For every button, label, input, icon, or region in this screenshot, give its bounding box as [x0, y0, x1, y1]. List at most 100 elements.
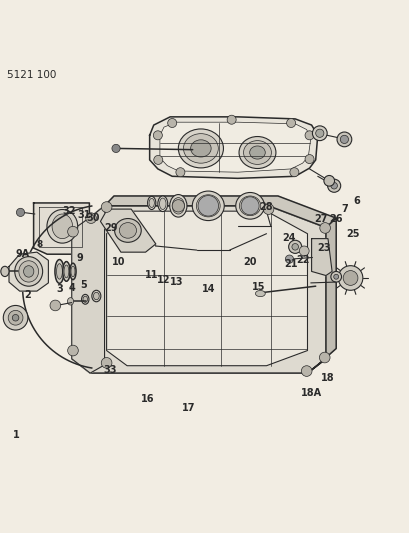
Ellipse shape	[52, 214, 72, 239]
Ellipse shape	[70, 263, 76, 280]
Circle shape	[263, 204, 273, 214]
Ellipse shape	[255, 290, 265, 297]
Ellipse shape	[239, 196, 260, 216]
Text: 1: 1	[13, 431, 20, 440]
Ellipse shape	[159, 198, 166, 209]
Text: 30: 30	[87, 213, 100, 223]
Circle shape	[304, 131, 313, 140]
Circle shape	[312, 126, 326, 141]
Text: 31: 31	[77, 210, 90, 220]
Ellipse shape	[249, 146, 265, 159]
Circle shape	[240, 197, 258, 215]
Circle shape	[333, 274, 338, 279]
Text: 4: 4	[68, 283, 75, 293]
Circle shape	[319, 352, 329, 363]
Circle shape	[289, 168, 298, 177]
Text: 21: 21	[284, 260, 297, 270]
Circle shape	[67, 227, 78, 237]
Circle shape	[285, 255, 293, 263]
Text: 16: 16	[141, 393, 154, 403]
Ellipse shape	[178, 129, 223, 168]
Ellipse shape	[196, 195, 220, 217]
Circle shape	[67, 345, 78, 356]
Ellipse shape	[192, 191, 224, 221]
Polygon shape	[104, 196, 335, 228]
Text: 22: 22	[296, 255, 309, 265]
Text: 27: 27	[313, 214, 326, 224]
Circle shape	[101, 201, 112, 212]
Circle shape	[291, 244, 298, 250]
Polygon shape	[9, 252, 48, 291]
Text: 13: 13	[169, 277, 182, 287]
Circle shape	[3, 305, 28, 330]
Circle shape	[330, 271, 341, 282]
Ellipse shape	[157, 196, 167, 212]
Polygon shape	[100, 209, 155, 252]
Ellipse shape	[47, 209, 78, 243]
Ellipse shape	[115, 219, 141, 243]
Ellipse shape	[67, 297, 74, 305]
Circle shape	[330, 182, 337, 189]
Circle shape	[327, 179, 340, 192]
Ellipse shape	[63, 262, 70, 281]
Text: 25: 25	[346, 229, 359, 239]
Circle shape	[301, 366, 311, 376]
Circle shape	[288, 240, 301, 253]
Text: 33: 33	[103, 365, 116, 375]
Ellipse shape	[56, 264, 62, 279]
Ellipse shape	[15, 257, 43, 286]
Polygon shape	[160, 122, 310, 172]
Ellipse shape	[92, 290, 101, 302]
Circle shape	[315, 129, 323, 138]
Circle shape	[337, 265, 362, 290]
Ellipse shape	[235, 192, 264, 219]
Circle shape	[153, 131, 162, 140]
Circle shape	[153, 156, 162, 164]
Text: 3: 3	[56, 284, 63, 294]
Ellipse shape	[147, 196, 155, 209]
Circle shape	[175, 168, 184, 177]
Circle shape	[172, 200, 184, 212]
Circle shape	[342, 271, 357, 285]
Polygon shape	[106, 211, 307, 366]
Ellipse shape	[83, 296, 88, 302]
Text: 17: 17	[182, 403, 195, 413]
Ellipse shape	[55, 260, 64, 284]
Text: 24: 24	[282, 233, 295, 243]
Circle shape	[336, 132, 351, 147]
Text: 18: 18	[320, 373, 334, 383]
Circle shape	[299, 246, 308, 256]
Circle shape	[12, 314, 19, 321]
Text: 14: 14	[202, 284, 215, 294]
Ellipse shape	[238, 136, 275, 168]
Text: 7: 7	[340, 204, 347, 214]
Circle shape	[101, 358, 112, 368]
Text: 2: 2	[25, 290, 31, 300]
Polygon shape	[307, 218, 335, 373]
Ellipse shape	[243, 141, 271, 164]
Circle shape	[8, 310, 23, 325]
Text: 9: 9	[76, 253, 83, 263]
Circle shape	[304, 155, 313, 164]
Ellipse shape	[93, 292, 99, 300]
Text: 12: 12	[157, 274, 170, 285]
Text: 5121 100: 5121 100	[7, 70, 56, 80]
Text: 18A: 18A	[300, 388, 321, 398]
Circle shape	[198, 196, 218, 216]
Circle shape	[167, 118, 176, 127]
Text: 11: 11	[145, 270, 158, 280]
Ellipse shape	[24, 265, 34, 277]
Text: 23: 23	[317, 243, 330, 253]
Circle shape	[286, 118, 295, 127]
Ellipse shape	[149, 198, 154, 207]
Text: 20: 20	[243, 257, 256, 268]
Text: 6: 6	[353, 196, 359, 206]
Ellipse shape	[183, 134, 218, 163]
Ellipse shape	[1, 266, 9, 277]
Polygon shape	[34, 203, 89, 254]
Polygon shape	[72, 206, 104, 373]
Circle shape	[339, 135, 348, 143]
Ellipse shape	[19, 261, 38, 282]
Ellipse shape	[64, 265, 69, 278]
Polygon shape	[149, 117, 317, 179]
